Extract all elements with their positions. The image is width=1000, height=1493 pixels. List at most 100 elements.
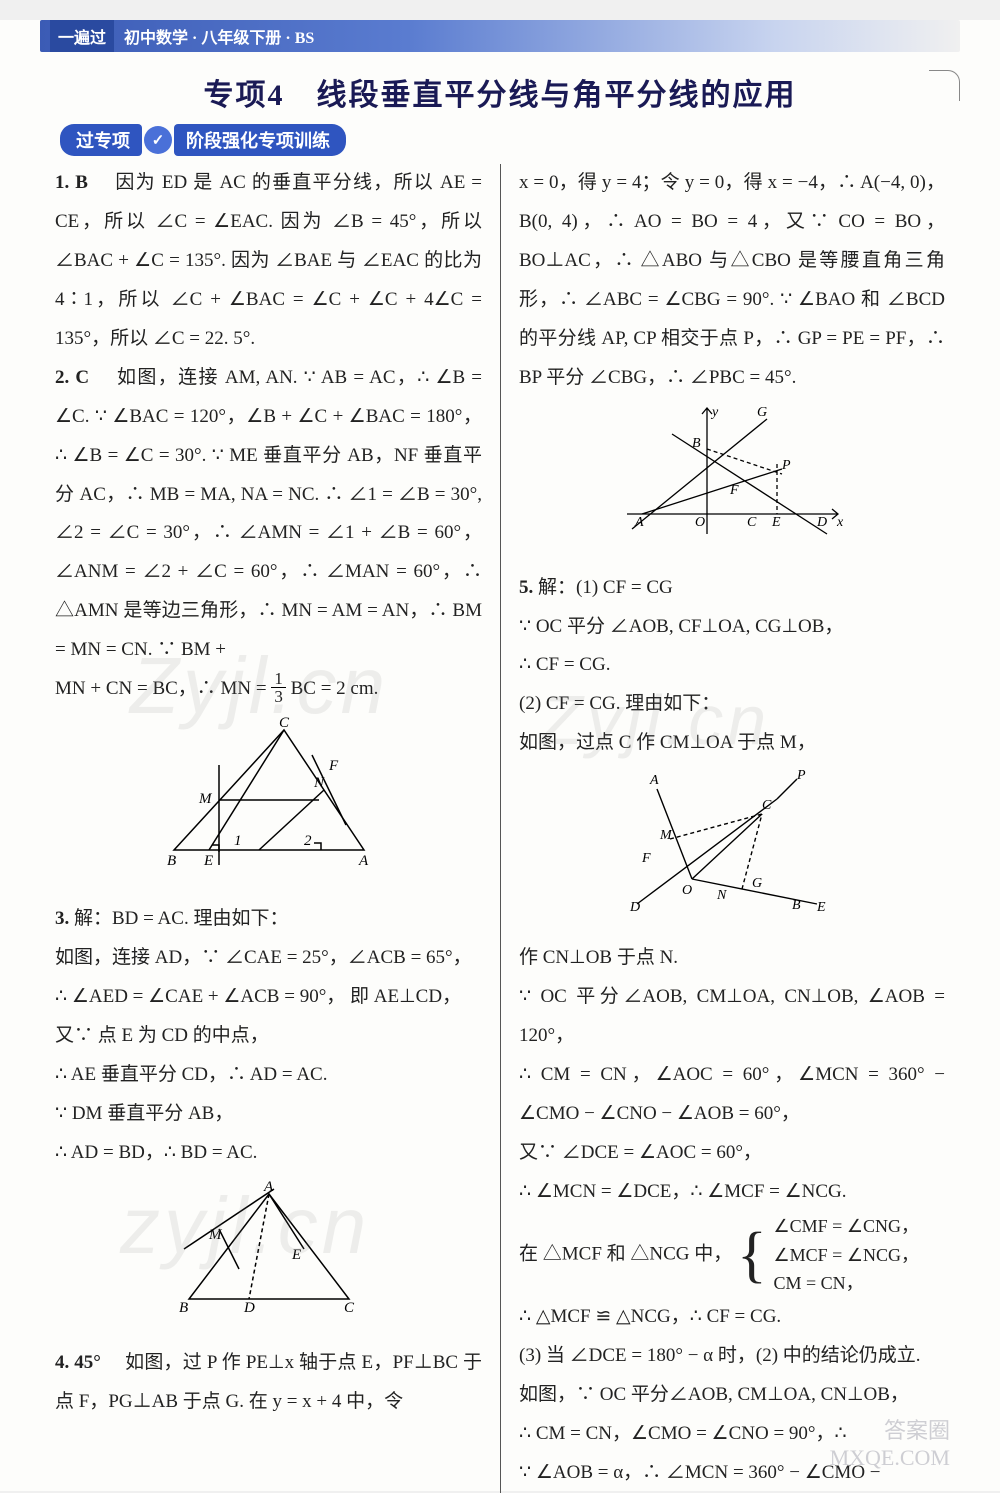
svg-text:N: N — [716, 888, 727, 903]
svg-text:B: B — [167, 853, 176, 869]
svg-text:x: x — [836, 515, 844, 530]
coord-svg: yx AO BC ED PF G — [617, 404, 847, 544]
q5-l2: ∴ CF = CG. — [519, 646, 945, 685]
svg-text:C: C — [344, 1300, 355, 1316]
q3-l5: ∵ DM 垂直平分 AB， — [55, 1095, 482, 1134]
q3: 3. 解：BD = AC. 理由如下： — [55, 900, 482, 939]
q3-l3: 又∵ 点 E 为 CD 的中点， — [55, 1017, 482, 1056]
brand-top: 答案圈 — [830, 1418, 950, 1444]
q3-l6: ∴ AD = BD，∴ BD = AC. — [55, 1134, 482, 1173]
svg-text:C: C — [279, 715, 290, 731]
q5-l9: ∴ ∠MCN = ∠DCE，∴ ∠MCF = ∠NCG. — [519, 1173, 945, 1212]
svg-text:E: E — [203, 853, 213, 869]
q4: 4. 45° 如图，过 P 作 PE⊥x 轴于点 E，PF⊥BC 于点 F，PG… — [55, 1344, 482, 1422]
triangle-bdc-svg: AB DE CM — [174, 1179, 364, 1319]
svg-text:y: y — [710, 405, 719, 420]
svg-text:D: D — [243, 1300, 255, 1316]
q2-b-pre: MN + CN = BC，∴ MN = — [55, 678, 271, 699]
q2-line-frac: MN + CN = BC，∴ MN = 1 3 BC = 2 cm. — [55, 670, 482, 709]
corner-brand: 答案圈 MXQE.COM — [830, 1418, 950, 1471]
svg-text:P: P — [781, 458, 791, 473]
q5-l5: 作 CN⊥OB 于点 N. — [519, 939, 945, 978]
q3-num: 3. — [55, 908, 69, 929]
q2-ans: C — [75, 367, 89, 388]
q5-l1: ∵ OC 平分 ∠AOB, CF⊥OA, CG⊥OB， — [519, 608, 945, 647]
subject-label: 初中数学 · 八年级下册 · BS — [124, 24, 314, 48]
q5-l12: (3) 当 ∠DCE = 180° − α 时，(2) 中的结论仍成立. — [519, 1337, 945, 1376]
series-chip: 一遍过 — [50, 20, 114, 52]
svg-text:E: E — [816, 900, 826, 914]
triangle-amn-svg: B E C A M N F 1 2 — [164, 715, 374, 875]
q5-l8: 又∵ ∠DCE = ∠AOC = 60°， — [519, 1134, 945, 1173]
q1-num: 1. — [55, 172, 69, 193]
q1: 1. B 因为 ED 是 AC 的垂直平分线，所以 AE = CE，所以 ∠C … — [55, 164, 482, 359]
q1-body: 因为 ED 是 AC 的垂直平分线，所以 AE = CE，所以 ∠C = ∠EA… — [55, 172, 482, 349]
corner-curve — [929, 70, 960, 101]
left-column: 1. B 因为 ED 是 AC 的垂直平分线，所以 AE = CE，所以 ∠C … — [55, 164, 500, 1493]
svg-text:M: M — [659, 828, 673, 843]
svg-text:O: O — [682, 883, 692, 898]
brand-bot: MXQE.COM — [830, 1445, 950, 1471]
svg-text:A: A — [263, 1179, 274, 1195]
svg-text:B: B — [792, 898, 801, 913]
content-columns: 1. B 因为 ED 是 AC 的垂直平分线，所以 AE = CE，所以 ∠C … — [0, 164, 1000, 1493]
q2-b-post: BC = 2 cm. — [291, 678, 379, 699]
badge-left: 过专项 — [60, 124, 142, 156]
svg-text:E: E — [291, 1247, 301, 1263]
section-badge: 过专项 ✓ 阶段强化专项训练 — [60, 124, 346, 156]
svg-text:D: D — [629, 900, 640, 914]
svg-text:1: 1 — [234, 833, 242, 849]
q3-l1: 如图，连接 AD，∵ ∠CAE = 25°，∠ACB = 65°， — [55, 939, 482, 978]
q5-l10-pre: 在 △MCF 和 △NCG 中， — [519, 1243, 732, 1264]
svg-text:G: G — [752, 876, 762, 891]
fraction-1-3: 1 3 — [271, 670, 286, 705]
svg-text:A: A — [634, 515, 644, 530]
figure-q5: AP CM FD ON GB E — [519, 769, 945, 929]
svg-text:P: P — [796, 769, 806, 783]
brace-3: CM = CN， — [774, 1273, 864, 1293]
page-title: 专项4 线段垂直平分线与角平分线的应用 — [0, 70, 1000, 114]
svg-text:G: G — [757, 405, 767, 420]
svg-text:E: E — [771, 515, 781, 530]
svg-text:N: N — [313, 775, 325, 791]
q5-l11: ∴ △MCF ≌ △NCG，∴ CF = CG. — [519, 1298, 945, 1337]
svg-text:A: A — [649, 773, 659, 788]
brace-2: ∠MCF = ∠NCG， — [774, 1245, 919, 1265]
q5-l7: ∴ CM = CN，∠AOC = 60°，∠MCN = 360° − ∠CMO … — [519, 1056, 945, 1134]
q3-lead: 解：BD = AC. 理由如下： — [74, 908, 288, 929]
figure-q3: AB DE CM — [55, 1179, 482, 1334]
badge-icon: ✓ — [144, 126, 172, 154]
brace-1: ∠CMF = ∠CNG， — [774, 1216, 919, 1236]
svg-text:B: B — [179, 1300, 188, 1316]
svg-text:F: F — [328, 758, 339, 774]
svg-text:A: A — [358, 853, 369, 869]
svg-text:B: B — [692, 436, 701, 451]
q5-l13: 如图，∵ OC 平分∠AOB, CM⊥OA, CN⊥OB， — [519, 1376, 945, 1415]
q5-l4: 如图，过点 C 作 CM⊥OA 于点 M， — [519, 724, 945, 763]
frac-num: 1 — [271, 670, 286, 688]
svg-text:F: F — [641, 851, 651, 866]
q3-l4: ∴ AE 垂直平分 CD，∴ AD = AC. — [55, 1056, 482, 1095]
q2: 2. C 如图，连接 AM, AN. ∵ AB = AC，∴ ∠B = ∠C. … — [55, 359, 482, 671]
svg-text:C: C — [747, 515, 757, 530]
q2-body-a: 如图，连接 AM, AN. ∵ AB = AC，∴ ∠B = ∠C. ∵ ∠BA… — [55, 367, 482, 661]
figure-q4: yx AO BC ED PF G — [519, 404, 945, 559]
brace-items: ∠CMF = ∠CNG， ∠MCF = ∠NCG， CM = CN， — [774, 1212, 919, 1298]
figure-q2: B E C A M N F 1 2 — [55, 715, 482, 890]
q5-l3: (2) CF = CG. 理由如下： — [519, 685, 945, 724]
brace-icon: { — [737, 1229, 767, 1282]
svg-text:O: O — [695, 515, 705, 530]
frac-den: 3 — [271, 688, 286, 705]
q2-num: 2. — [55, 367, 69, 388]
q5-num: 5. — [519, 577, 533, 598]
q4-cont: x = 0，得 y = 4；令 y = 0，得 x = −4，∴ A(−4, 0… — [519, 164, 945, 398]
q5-l6: ∵ OC 平分∠AOB, CM⊥OA, CN⊥OB, ∠AOB = 120°， — [519, 978, 945, 1056]
angle-bisector-svg: AP CM FD ON GB E — [622, 769, 842, 914]
q1-ans: B — [75, 172, 88, 193]
badge-right: 阶段强化专项训练 — [174, 124, 346, 156]
svg-text:M: M — [198, 791, 213, 807]
svg-text:2: 2 — [304, 833, 312, 849]
q4-num: 4. — [55, 1352, 69, 1373]
header-bar: 一遍过 初中数学 · 八年级下册 · BS — [40, 20, 960, 52]
right-column: x = 0，得 y = 4；令 y = 0，得 x = −4，∴ A(−4, 0… — [500, 164, 945, 1493]
